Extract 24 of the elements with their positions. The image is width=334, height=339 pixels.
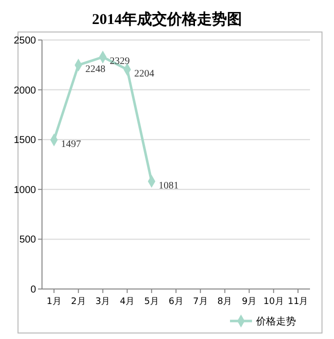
data-label: 2248 <box>85 64 106 76</box>
x-tick-label: 10月 <box>263 297 284 307</box>
x-tick-label: 4月 <box>120 297 135 307</box>
y-tick-label: 500 <box>19 234 36 246</box>
y-tick-label: 1500 <box>14 135 36 146</box>
data-label: 1081 <box>158 180 179 192</box>
legend-label: 价格走势 <box>255 316 296 328</box>
x-tick-label: 2月 <box>71 297 86 307</box>
x-tick-label: 7月 <box>193 297 208 307</box>
y-tick-label: 2000 <box>14 85 36 96</box>
x-tick-label: 3月 <box>95 297 110 307</box>
x-tick-label: 8月 <box>217 297 232 307</box>
x-tick-label: 1月 <box>46 297 62 307</box>
y-tick-label: 1000 <box>14 184 36 196</box>
x-tick-label: 5月 <box>144 297 159 307</box>
y-tick-label: 2500 <box>14 36 36 46</box>
data-label: 2204 <box>134 68 154 80</box>
x-tick-label: 11月 <box>288 297 308 307</box>
data-label: 2329 <box>110 56 130 68</box>
y-tick-label: 0 <box>30 284 36 296</box>
data-label: 1497 <box>61 138 81 150</box>
x-tick-label: 6月 <box>168 297 184 307</box>
x-tick-label: 9月 <box>242 297 257 307</box>
chart-title: 2014年成交价格走势图 <box>92 10 242 28</box>
